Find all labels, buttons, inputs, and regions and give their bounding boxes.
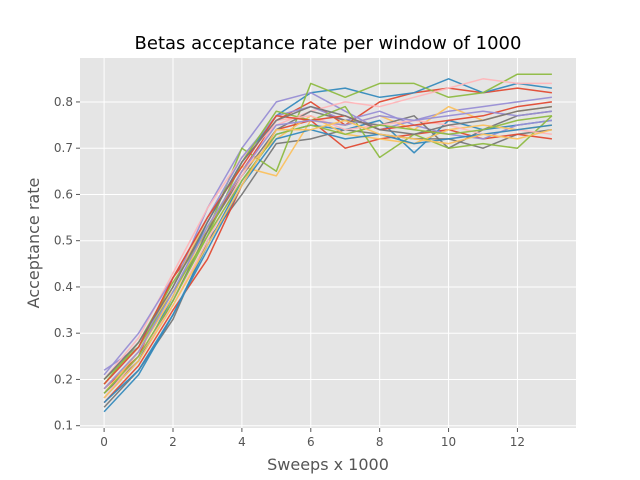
x-tick-label: 10 — [441, 435, 456, 449]
plot-background — [80, 58, 576, 428]
x-tick-label: 2 — [169, 435, 177, 449]
y-tick-label: 0.2 — [54, 372, 73, 386]
y-tick-label: 0.8 — [54, 95, 73, 109]
y-tick-label: 0.7 — [54, 141, 73, 155]
x-axis-label: Sweeps x 1000 — [267, 455, 389, 474]
x-tick-label: 8 — [376, 435, 384, 449]
x-axis: 0 2 4 6 8 10 12 — [100, 428, 525, 449]
series-line-7 — [103, 78, 552, 380]
series-line-19 — [103, 115, 552, 394]
y-tick-label: 0.5 — [54, 234, 73, 248]
y-tick-label: 0.6 — [54, 187, 73, 201]
chart-title: Betas acceptance rate per window of 1000 — [135, 33, 522, 54]
x-tick-label: 0 — [100, 435, 108, 449]
series-line-17 — [103, 110, 552, 390]
series-layer — [103, 73, 553, 413]
x-tick-label: 6 — [307, 435, 315, 449]
x-tick-label: 4 — [238, 435, 246, 449]
y-axis-label: Acceptance rate — [24, 178, 43, 309]
series-line-18 — [103, 105, 552, 380]
y-tick-label: 0.1 — [54, 419, 73, 433]
series-line-16 — [103, 124, 552, 404]
x-tick-label: 12 — [510, 435, 525, 449]
y-tick-label: 0.4 — [54, 280, 73, 294]
series-line-15 — [103, 101, 553, 385]
series-line-20 — [103, 119, 553, 399]
y-axis: 0.1 0.2 0.3 0.4 0.5 0.6 0.7 0.8 — [54, 95, 80, 433]
y-tick-label: 0.3 — [54, 326, 73, 340]
series-line-6 — [103, 73, 552, 385]
